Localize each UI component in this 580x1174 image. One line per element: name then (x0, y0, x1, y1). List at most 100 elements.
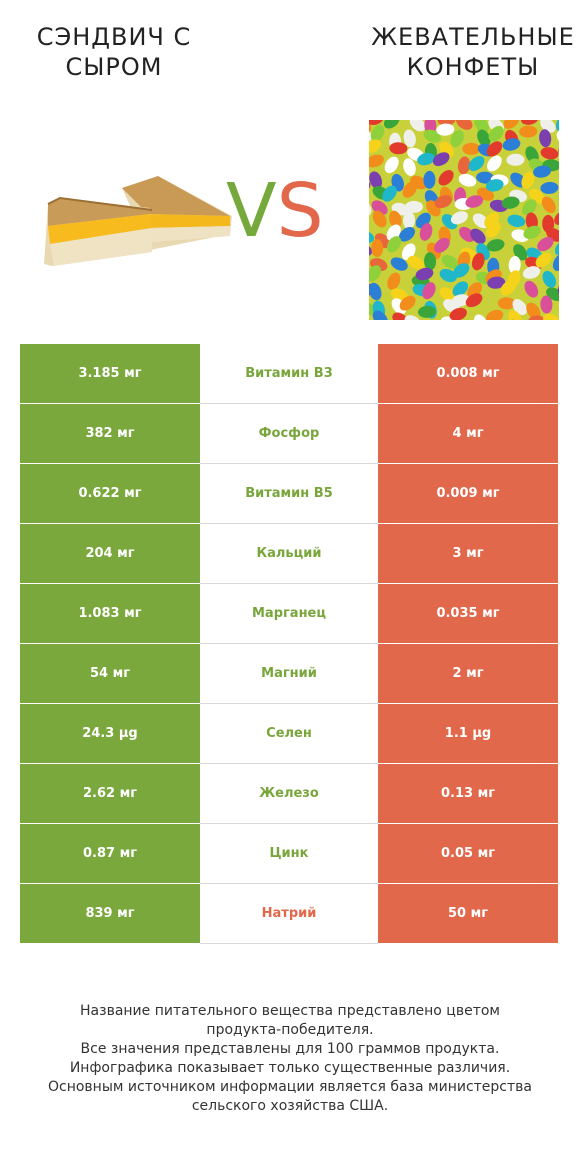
footnote-line: Название питательного вещества представл… (80, 1003, 500, 1019)
jelly-bean (372, 210, 387, 228)
jelly-bean (486, 239, 505, 252)
jelly-bean (389, 210, 402, 229)
jelly-bean (384, 156, 399, 174)
nutrient-name: Витамин B5 (200, 464, 378, 524)
nutrient-comparison-table: 3.185 мг Витамин B3 0.008 мг 382 мг Фосфор 4 … (20, 344, 558, 944)
jelly-bean (439, 268, 457, 283)
jelly-bean (488, 125, 504, 142)
jelly-bean (521, 171, 535, 189)
jelly-bean (507, 214, 526, 227)
jelly-bean (539, 129, 552, 148)
jelly-bean (522, 266, 541, 279)
jelly-bean (540, 120, 556, 133)
jelly-bean (474, 120, 490, 133)
jelly-bean (540, 295, 553, 314)
jelly-bean (540, 181, 559, 194)
jelly-bean (457, 156, 471, 175)
jelly-bean (383, 120, 400, 129)
jelly-bean (473, 314, 488, 320)
jelly-bean (503, 120, 520, 129)
jelly-bean (485, 179, 504, 192)
right-value: 0.008 мг (378, 344, 558, 404)
nutrient-name: Марганец (200, 584, 378, 644)
jelly-bean (369, 230, 375, 244)
jelly-bean (543, 313, 559, 320)
jelly-bean (452, 281, 469, 297)
jelly-bean (542, 270, 556, 288)
right-title-line1: ЖЕВАТЕЛЬНЫЕ (371, 23, 575, 51)
jelly-bean (424, 120, 437, 135)
jelly-bean (369, 120, 385, 126)
left-value: 839 мг (20, 884, 200, 944)
jelly-bean (537, 236, 554, 252)
jelly-bean (417, 152, 435, 166)
table-row: 0.622 мг Витамин B5 0.009 мг (20, 464, 558, 524)
jelly-bean (459, 226, 475, 242)
footnote-line: Инфографика показывает только существенн… (69, 1060, 511, 1076)
jelly-bean (520, 120, 539, 125)
jelly-bean (371, 239, 384, 258)
footnote-line: сельского хозяйства США. (191, 1098, 389, 1114)
jelly-bean (500, 280, 516, 296)
jelly-bean (519, 125, 538, 138)
jelly-bean (432, 152, 450, 167)
left-value: 3.185 мг (20, 344, 200, 404)
jelly-bean (369, 171, 383, 189)
left-value: 2.62 мг (20, 764, 200, 824)
table-row: 2.62 мг Железо 0.13 мг (20, 764, 558, 824)
left-value: 1.083 мг (20, 584, 200, 644)
jelly-bean (506, 153, 525, 166)
jelly-bean (471, 252, 485, 271)
jelly-bean (439, 287, 457, 302)
jelly-bean (369, 265, 382, 282)
jelly-bean (512, 299, 528, 316)
jelly-bean (486, 141, 503, 157)
nutrient-name: Фосфор (200, 404, 378, 464)
jelly-bean (386, 236, 402, 253)
jelly-bean (462, 142, 481, 155)
jelly-bean (526, 302, 541, 320)
jelly-bean (487, 276, 506, 289)
jelly-bean (453, 263, 470, 278)
left-value: 24.3 µg (20, 704, 200, 764)
jelly-bean (434, 237, 450, 253)
sandwich-image (44, 176, 232, 266)
vs-letter-v: V (226, 168, 277, 254)
table-row: 382 мг Фосфор 4 мг (20, 404, 558, 464)
jelly-bean (399, 295, 416, 311)
jelly-bean (372, 310, 388, 320)
jelly-bean (403, 158, 416, 176)
nutrient-name: Натрий (200, 884, 378, 944)
right-value: 0.13 мг (378, 764, 558, 824)
jelly-bean (524, 280, 539, 298)
jelly-bean (450, 211, 468, 225)
footnote-line: Основным источником информации является … (48, 1079, 532, 1095)
jelly-bean (390, 257, 408, 271)
jelly-bean (387, 272, 401, 290)
nutrient-name: Железо (200, 764, 378, 824)
jelly-bean (409, 120, 426, 132)
jelly-bean (552, 254, 559, 272)
jelly-bean (468, 156, 485, 171)
jelly-bean (497, 297, 516, 310)
jelly-bean (424, 252, 437, 271)
versus-label: VS (226, 168, 324, 254)
jelly-bean (369, 282, 382, 301)
jelly-bean (382, 185, 397, 202)
jelly-bean (554, 240, 559, 256)
jelly-bean (392, 312, 409, 320)
jelly-bean (441, 255, 459, 269)
jelly-bean (476, 171, 495, 184)
jelly-bean (501, 196, 520, 209)
left-product-title: СЭНДВИЧ С СЫРОМ (14, 22, 214, 82)
jelly-bean (417, 305, 436, 318)
jelly-bean (438, 170, 454, 186)
table-row: 204 мг Кальций 3 мг (20, 524, 558, 584)
right-value: 0.035 мг (378, 584, 558, 644)
table-row: 0.87 мг Цинк 0.05 мг (20, 824, 558, 884)
nutrient-name: Цинк (200, 824, 378, 884)
left-value: 0.622 мг (20, 464, 200, 524)
jelly-bean (458, 173, 477, 187)
nutrient-name: Магний (200, 644, 378, 704)
jelly-bean (535, 252, 552, 268)
